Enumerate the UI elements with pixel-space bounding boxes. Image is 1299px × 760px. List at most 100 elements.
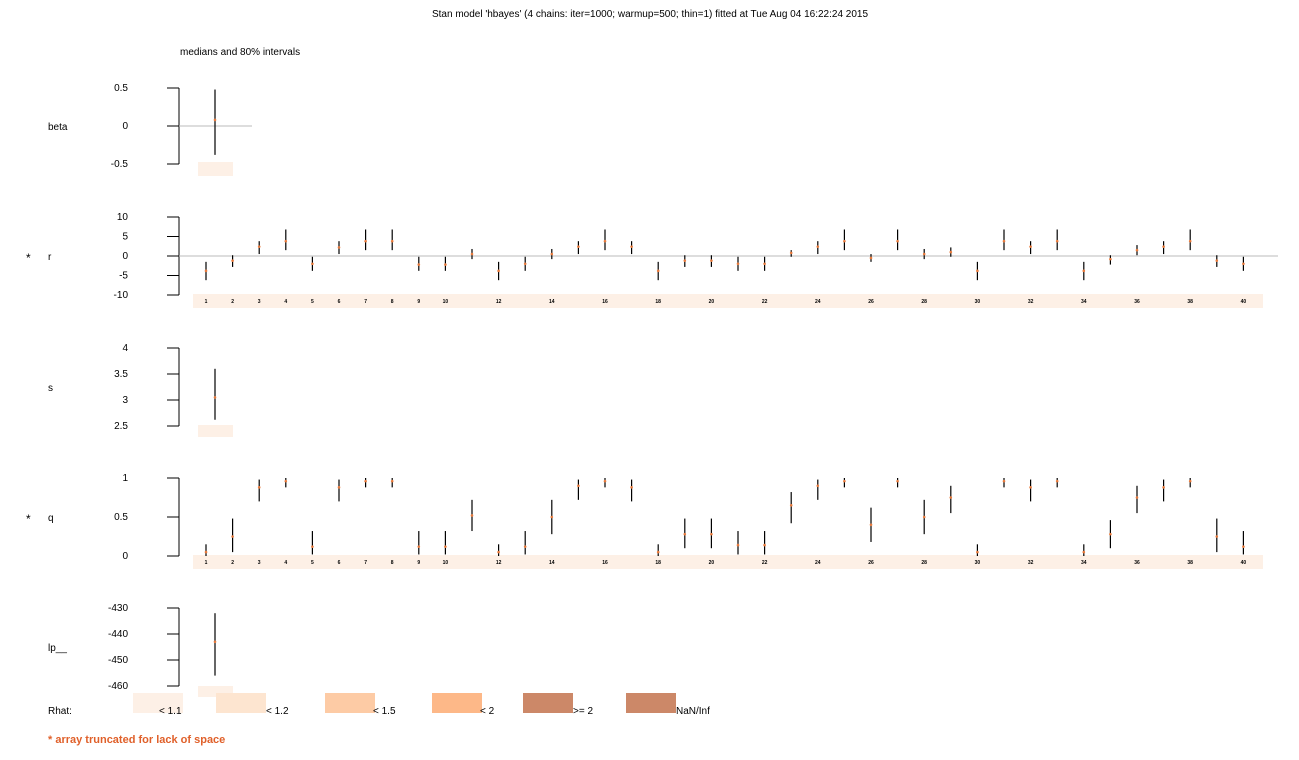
index-label: 34	[1081, 299, 1087, 305]
index-label: 18	[655, 560, 661, 566]
index-label: 10	[443, 299, 449, 305]
median-r-16	[603, 239, 607, 243]
median-q-10	[444, 545, 447, 548]
index-label: 38	[1187, 299, 1193, 305]
index-label: 30	[975, 299, 981, 305]
median-r-39	[1215, 259, 1219, 262]
median-q-32	[1029, 486, 1032, 489]
median-q-35	[1109, 532, 1112, 536]
y-tick-label: -430	[108, 603, 128, 614]
legend-swatch-3	[325, 693, 375, 713]
median-r-8	[390, 239, 394, 243]
legend-item-label: < 2	[480, 706, 495, 717]
index-label: 6	[338, 299, 341, 305]
median-r-28	[922, 252, 926, 256]
index-label: 40	[1241, 560, 1247, 566]
plot-title: Stan model 'hbayes' (4 chains: iter=1000…	[432, 9, 868, 20]
median-r-20	[710, 259, 713, 262]
median-r-34	[1082, 269, 1086, 273]
median-q-37	[1162, 486, 1165, 489]
median-q-25	[843, 479, 846, 483]
median-r-17	[630, 245, 633, 248]
index-label: 7	[364, 299, 367, 305]
median-r-22	[763, 262, 766, 266]
index-label: 9	[417, 560, 420, 566]
y-tick-label: -460	[108, 681, 128, 692]
median-beta-1	[213, 118, 217, 122]
median-lp-1	[213, 640, 217, 644]
truncated-marker: *	[26, 512, 31, 526]
median-q-28	[922, 515, 926, 519]
median-r-30	[976, 269, 979, 273]
median-q-21	[736, 543, 740, 547]
median-r-14	[550, 252, 554, 256]
median-r-19	[683, 259, 687, 262]
median-r-24	[816, 245, 820, 248]
panel-label-beta: beta	[48, 122, 68, 133]
median-q-6	[337, 486, 341, 489]
y-tick-label: -450	[108, 655, 128, 666]
y-tick-label: 3.5	[114, 369, 128, 380]
index-label: 16	[602, 560, 608, 566]
panel-lp: lp__ -430 -440 -450 -460	[48, 603, 233, 697]
median-r-18	[656, 269, 660, 273]
median-q-14	[550, 515, 554, 519]
index-label: 22	[762, 560, 768, 566]
median-r-40	[1242, 262, 1245, 266]
median-q-18	[656, 550, 660, 554]
median-q-26	[869, 523, 873, 527]
index-label: 34	[1081, 560, 1087, 566]
y-tick-label: 0.5	[114, 512, 128, 523]
median-q-38	[1188, 479, 1192, 483]
median-q-22	[763, 543, 766, 547]
median-r-15	[577, 245, 580, 248]
legend-item-label: < 1.1	[159, 706, 182, 717]
median-q-19	[683, 532, 687, 536]
legend-item-label: < 1.5	[373, 706, 396, 717]
panel-q: q*10.501 2 3 4 5 6 7 8 9 10 12 14 16 18 20 22 24 26 28 30 32…	[26, 473, 1263, 569]
index-label: 2	[231, 299, 234, 305]
median-r-4	[284, 239, 288, 243]
index-label: 28	[921, 560, 927, 566]
y-tick-label: 1	[122, 473, 128, 484]
median-q-36	[1135, 496, 1139, 499]
median-r-36	[1135, 248, 1139, 252]
median-q-33	[1055, 479, 1059, 483]
legend-swatch-2	[216, 693, 266, 713]
y-tick-label: 0	[122, 121, 128, 132]
median-q-12	[497, 550, 500, 554]
panel-beta: beta 0.5 0 -0.5	[48, 83, 252, 176]
index-label: 26	[868, 560, 874, 566]
legend-swatch-6	[626, 693, 676, 713]
index-label: 3	[258, 299, 261, 305]
y-tick-label: 0.5	[114, 83, 128, 94]
rhat-legend-label: Rhat:	[48, 706, 72, 717]
median-q-23	[789, 504, 793, 507]
index-label: 8	[391, 299, 394, 305]
rhat-legend-items: < 1.1 < 1.2 < 1.5 < 2 >= 2 NaN/Inf	[133, 693, 710, 717]
index-label: 30	[975, 560, 981, 566]
index-label: 4	[284, 299, 287, 305]
index-label: 6	[338, 560, 341, 566]
median-r-23	[789, 251, 793, 255]
median-r-11	[470, 252, 474, 256]
median-q-2	[231, 535, 234, 538]
index-label: 32	[1028, 560, 1034, 566]
median-q-11	[470, 514, 474, 517]
median-r-35	[1109, 257, 1112, 261]
legend-item-label: NaN/Inf	[676, 706, 710, 717]
median-r-37	[1162, 245, 1165, 248]
index-label: 5	[311, 560, 314, 566]
index-label: 28	[921, 299, 927, 305]
median-q-17	[630, 486, 633, 489]
index-label: 24	[815, 299, 821, 305]
y-tick-label: -440	[108, 629, 128, 640]
index-label: 4	[284, 560, 287, 566]
median-r-25	[843, 239, 846, 243]
median-r-32	[1029, 245, 1032, 248]
index-label: 14	[549, 299, 555, 305]
index-label: 8	[391, 560, 394, 566]
index-label: 2	[231, 560, 234, 566]
truncation-note-text: * array truncated for lack of space	[48, 734, 225, 746]
